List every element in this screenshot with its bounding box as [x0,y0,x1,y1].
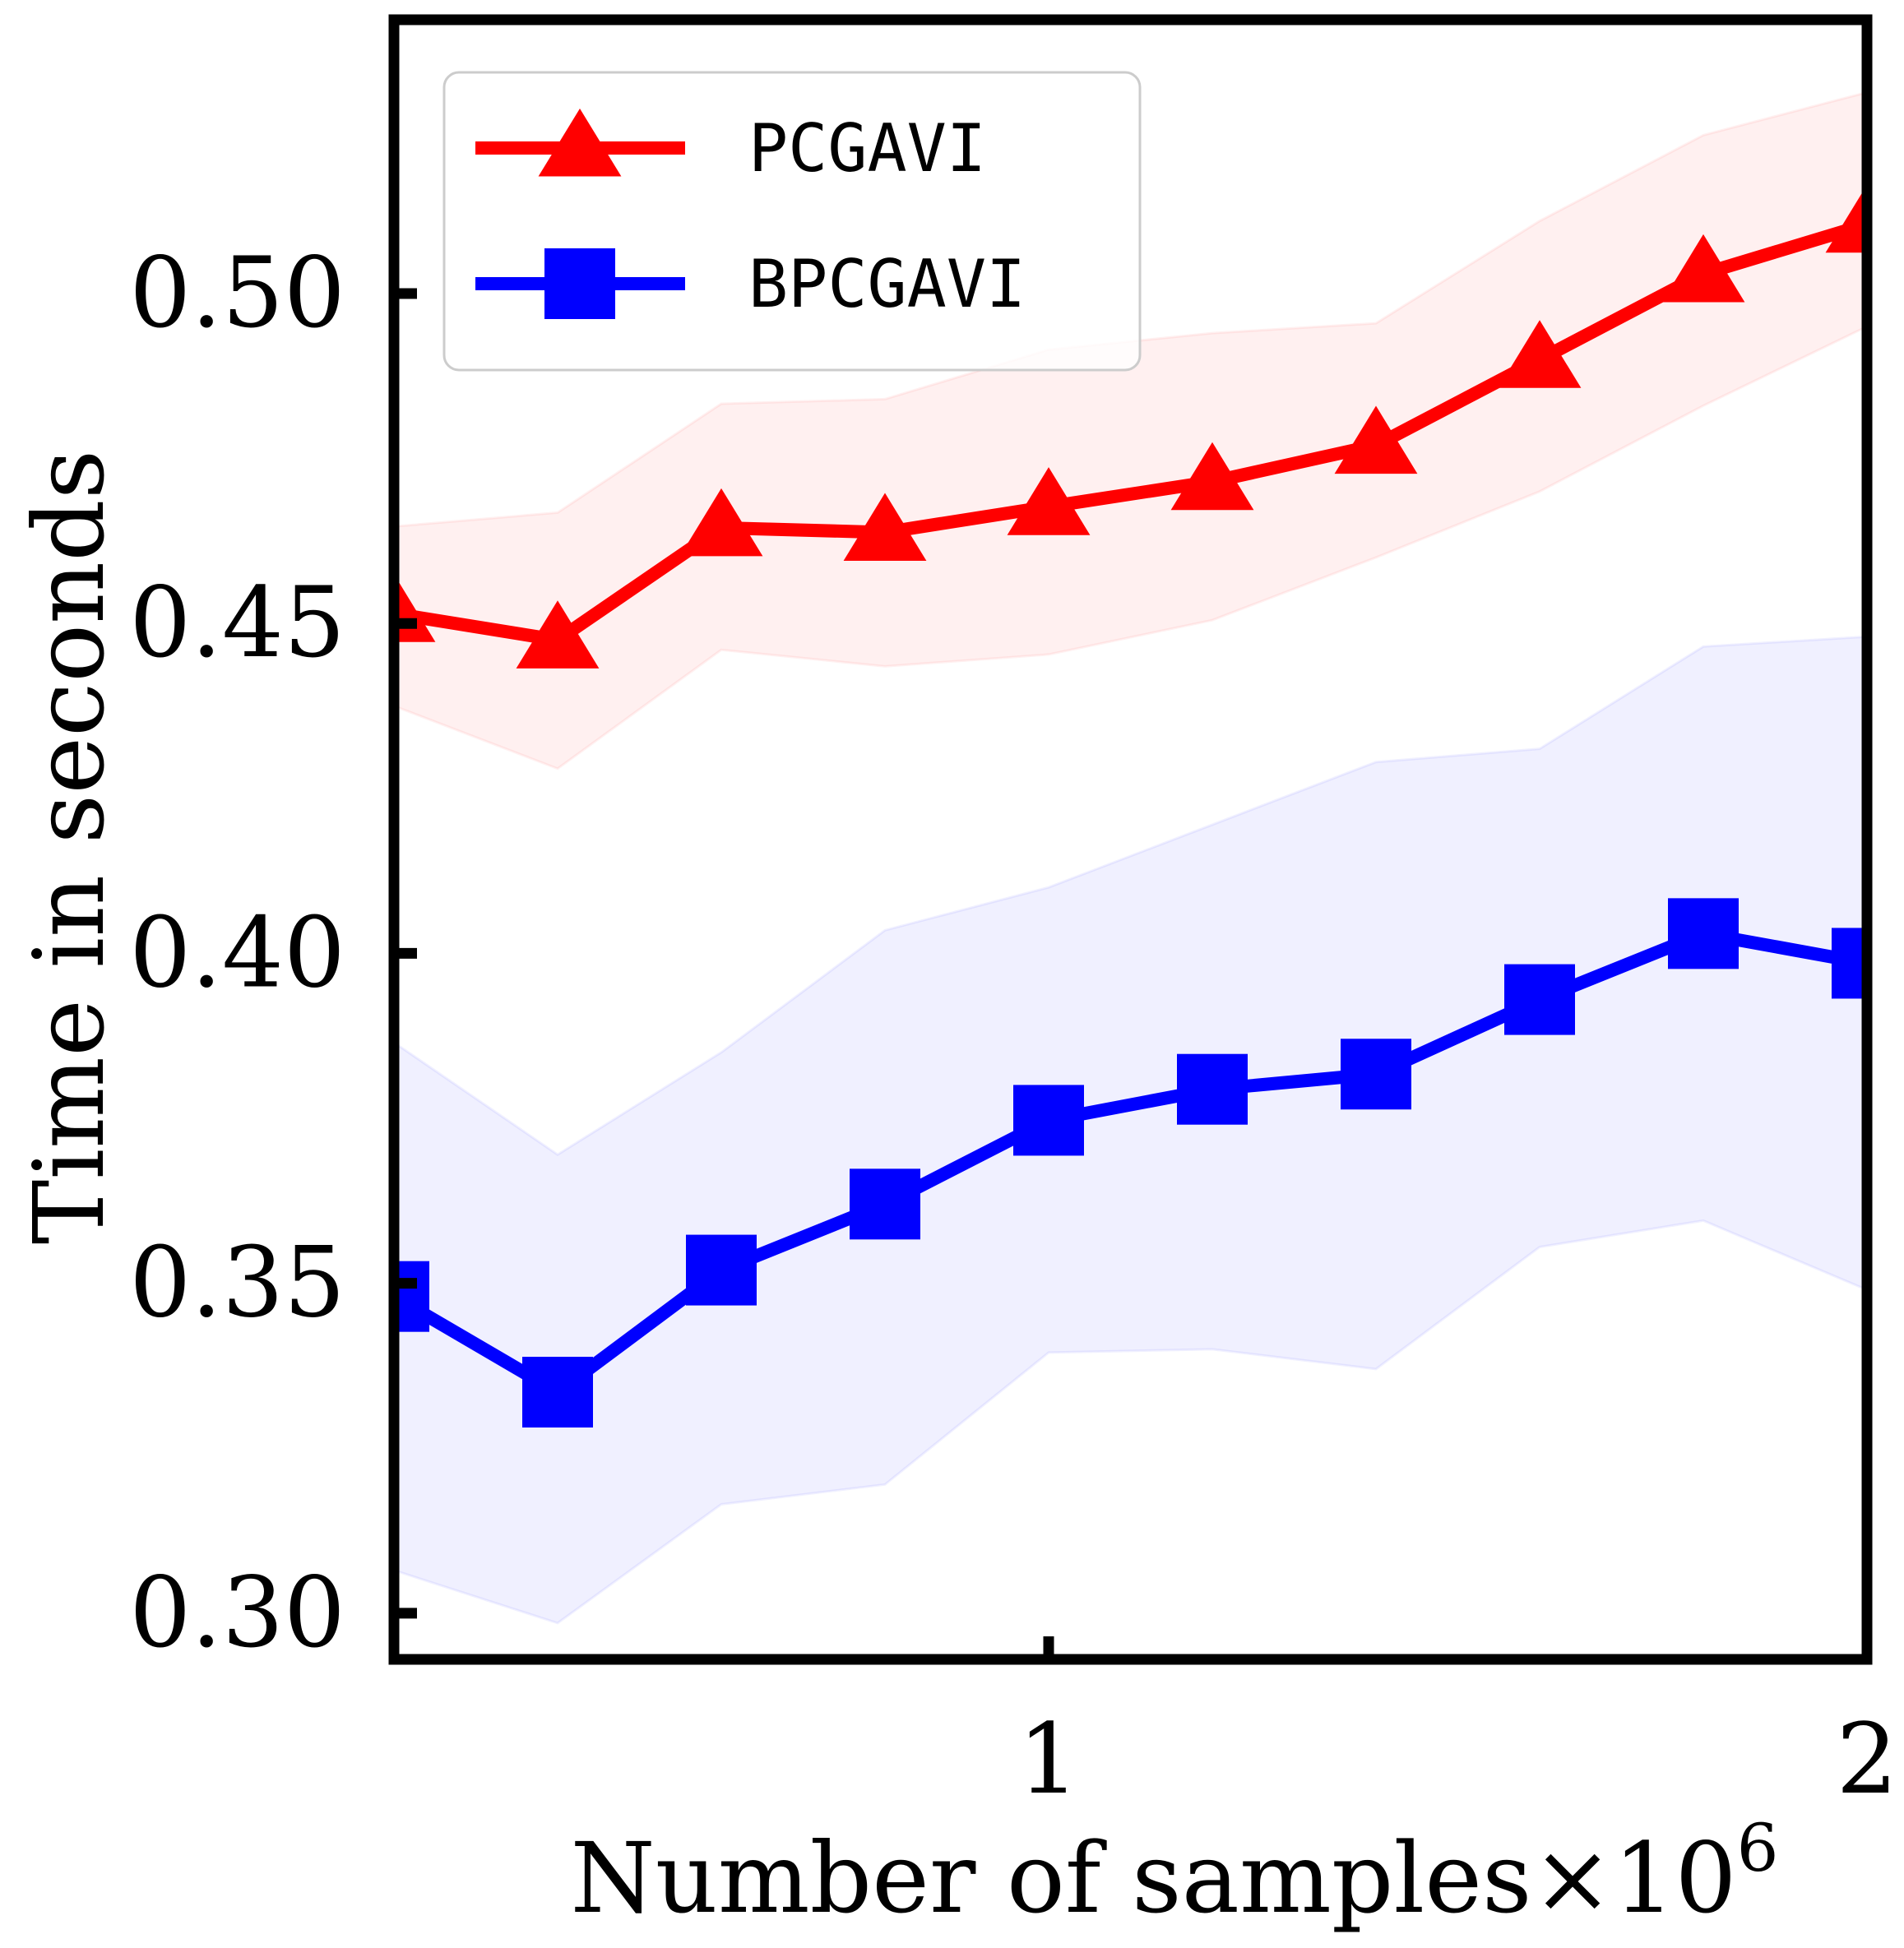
x-axis-label-text: Number of samples [570,1821,1531,1935]
x-axis-exponent: 6 [1737,1810,1779,1886]
pcgavi-point-1 [516,600,600,669]
confidence-bands [394,90,1867,1625]
y-tick-label-0: 0.30 [129,1556,345,1669]
pcgavi-point-3 [843,493,927,562]
bpcgavi-point-5 [1177,1053,1248,1125]
x-axis-multiplier: ×10 [1532,1821,1737,1935]
bpcgavi-point-3 [850,1168,920,1240]
pcgavi-point-5 [1170,442,1254,511]
bpcgavi-point-8 [1668,898,1739,969]
pcgavi-point-8 [1661,234,1745,303]
bpcgavi-point-0 [394,1261,429,1332]
legend-marker-pcgavi [538,109,622,177]
pcgavi-point-2 [679,488,763,557]
y-tick-label-3: 0.45 [129,566,345,679]
bpcgavi-point-9 [1832,928,1867,999]
x-axis-label: Number of samples×106 [570,1810,1778,1935]
bpcgavi-band [394,635,1867,1625]
y-axis-ticks: 0.30 0.35 0.40 0.45 0.50 [129,236,417,1669]
x-tick-label-1: 2 [1836,1702,1897,1816]
bpcgavi-point-4 [1013,1085,1084,1156]
legend-items: PCGAVI BPCGAVI [475,109,1026,322]
series-lines [394,218,1867,1400]
bpcgavi-point-2 [686,1234,757,1306]
series-markers [394,184,1867,1428]
bpcgavi-point-6 [1341,1039,1411,1110]
x-tick-label-0: 1 [1017,1702,1079,1816]
pcgavi-line [394,218,1867,647]
plot-frame [388,14,1873,1665]
bpcgavi-point-1 [522,1357,593,1428]
pcgavi-point-9 [1825,184,1867,253]
bpcgavi-point-7 [1504,964,1575,1035]
pcgavi-point-6 [1334,405,1418,474]
bpcgavi-line [394,927,1867,1400]
legend-label-bpcgavi: BPCGAVI [748,246,1026,322]
pcgavi-band [394,90,1867,770]
y-axis-label: Time in seconds [12,450,126,1245]
y-tick-label-2: 0.40 [129,895,345,1009]
y-tick-label-4: 0.50 [129,236,345,349]
legend-marker-bpcgavi [544,248,615,319]
legend-label-pcgavi: PCGAVI [748,110,986,187]
legend: PCGAVI BPCGAVI [442,71,1142,372]
pcgavi-point-4 [1007,467,1091,535]
y-tick-label-1: 0.35 [129,1226,345,1340]
pcgavi-point-7 [1498,320,1582,388]
